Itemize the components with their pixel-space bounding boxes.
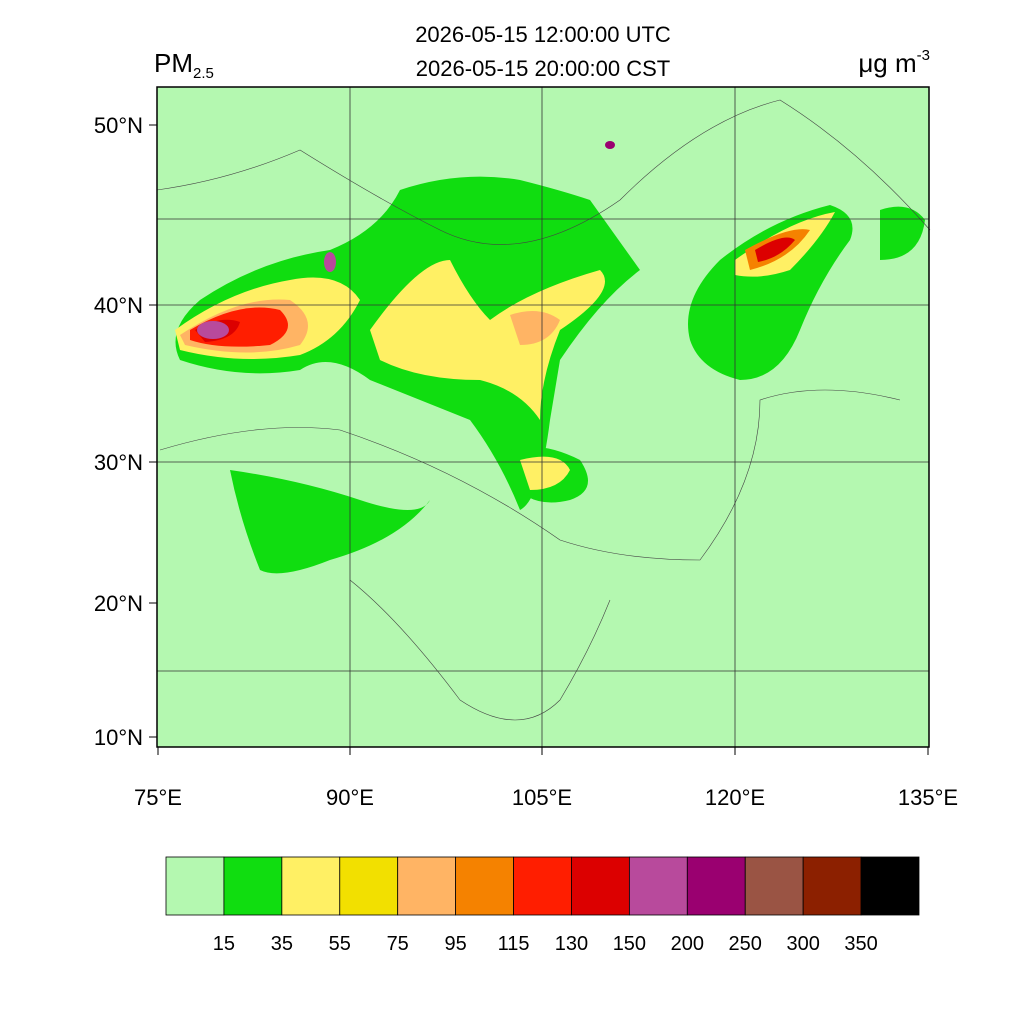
colorbar-swatch bbox=[339, 856, 399, 916]
colorbar-level-label: 200 bbox=[671, 933, 704, 955]
colorbar-level-label: 150 bbox=[613, 933, 646, 955]
variable-name: PM bbox=[154, 48, 193, 78]
colorbar-swatch bbox=[513, 856, 572, 916]
lon-tick-label: 75°E bbox=[134, 785, 182, 810]
lat-tick-label: 50°N bbox=[94, 113, 143, 138]
graticule: 50°N 40°N 30°N 20°N 10°N 75°E 90°E 105°E 120°E 13… bbox=[94, 87, 958, 810]
colorbar-level-label: 55 bbox=[329, 933, 351, 955]
colorbar-level-label: 130 bbox=[555, 933, 588, 955]
colorbar-swatch bbox=[223, 856, 283, 916]
map-frame bbox=[156, 86, 930, 748]
colorbar-swatch bbox=[165, 856, 225, 916]
colorbar-swatch bbox=[860, 856, 920, 916]
lon-tick-label: 105°E bbox=[512, 785, 572, 810]
colorbar-swatch bbox=[281, 856, 341, 916]
colorbar-swatch bbox=[744, 856, 804, 916]
colorbar-level-label: 95 bbox=[444, 933, 466, 955]
colorbar-swatch bbox=[628, 856, 688, 916]
lon-tick-label: 135°E bbox=[898, 785, 958, 810]
lat-tick-label: 30°N bbox=[94, 450, 143, 475]
title-line: 2026-05-15 20:00:00 CST bbox=[416, 56, 670, 81]
title-line: 2026-05-15 12:00:00 UTC bbox=[415, 22, 671, 47]
colorbar-swatch bbox=[571, 856, 630, 916]
lat-tick-label: 10°N bbox=[94, 725, 143, 750]
colorbar-level-label: 35 bbox=[271, 933, 293, 955]
colorbar-swatch bbox=[686, 856, 746, 916]
variable-label: PM2.5 bbox=[154, 48, 214, 82]
unit-superscript: -3 bbox=[917, 47, 930, 64]
colorbar-swatch bbox=[802, 856, 862, 916]
colorbar-level-label: 15 bbox=[213, 933, 235, 955]
lon-tick-label: 120°E bbox=[705, 785, 765, 810]
colorbar-level-label: 115 bbox=[498, 933, 530, 955]
borders bbox=[156, 99, 931, 721]
lon-tick-label: 90°E bbox=[326, 785, 374, 810]
unit-label: μg m-3 bbox=[858, 47, 930, 78]
colorbar-level-label: 350 bbox=[844, 933, 877, 955]
variable-subscript: 2.5 bbox=[193, 65, 214, 82]
colorbar-level-label: 75 bbox=[387, 933, 409, 955]
colorbar: 15 35 55 75 95 115 130 150 200 250 300 350 bbox=[165, 856, 920, 955]
colorbar-swatch bbox=[397, 856, 457, 916]
lat-tick-label: 40°N bbox=[94, 293, 143, 318]
plumes bbox=[175, 141, 925, 574]
colorbar-swatch bbox=[455, 856, 514, 916]
unit-base: μg m bbox=[858, 48, 916, 78]
lat-tick-label: 20°N bbox=[94, 591, 143, 616]
colorbar-level-label: 300 bbox=[786, 933, 819, 955]
colorbar-level-label: 250 bbox=[729, 933, 762, 955]
